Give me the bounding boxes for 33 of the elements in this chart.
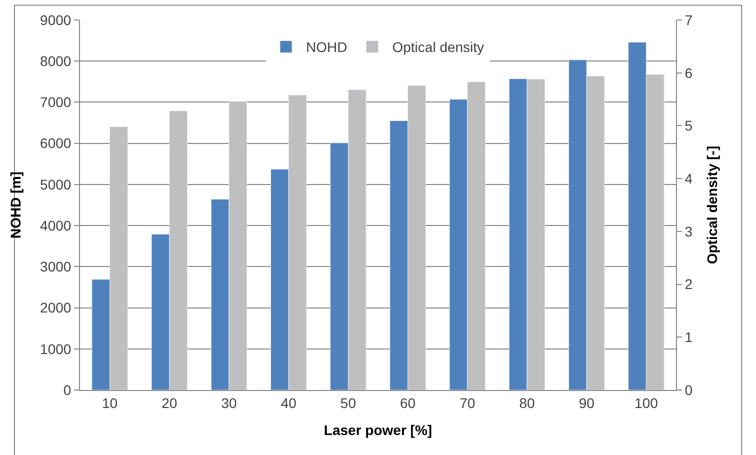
x-tick-label: 40 (280, 394, 297, 411)
legend-label: Optical density (392, 39, 484, 56)
y-tick-label: 1000 (40, 340, 72, 357)
y2-tick-label: 2 (684, 276, 693, 292)
x-tick-label: 90 (578, 394, 595, 411)
y-tick-label: 5000 (40, 176, 72, 192)
x-tick-label: 80 (519, 394, 535, 411)
x-tick-label: 50 (340, 394, 356, 411)
x-tick-label: 10 (102, 394, 118, 411)
x-tick-label: 100 (634, 394, 658, 411)
y-axis-title: NOHD [m] (8, 172, 24, 238)
y-tick-label: 7000 (40, 94, 72, 110)
y2-tick-label: 1 (684, 329, 693, 346)
y-tick-label: 6000 (40, 135, 72, 152)
y-tick-label: 2000 (40, 300, 72, 316)
x-tick-label: 30 (221, 394, 237, 411)
y-tick-label: 8000 (40, 53, 72, 70)
x-tick-label: 70 (460, 394, 476, 411)
y2-tick-label: 3 (684, 223, 693, 240)
y2-tick-label: 0 (684, 382, 693, 398)
x-tick-label: 60 (400, 394, 416, 411)
y2-tick-label: 6 (684, 64, 693, 81)
x-tick-label: 20 (162, 394, 178, 411)
y2-tick-label: 4 (684, 170, 693, 186)
y2-tick-label: 7 (684, 12, 693, 28)
y2-axis-title: Optical density [-] (704, 146, 720, 264)
y-tick-label: 4000 (40, 217, 72, 234)
y-tick-label: 3000 (40, 258, 72, 275)
y-tick-label: 9000 (40, 12, 72, 28)
x-axis-title: Laser power [%] (324, 422, 432, 438)
y2-tick-label: 5 (684, 118, 693, 134)
y-tick-label: 0 (63, 382, 72, 398)
legend-label: NOHD (306, 39, 348, 56)
